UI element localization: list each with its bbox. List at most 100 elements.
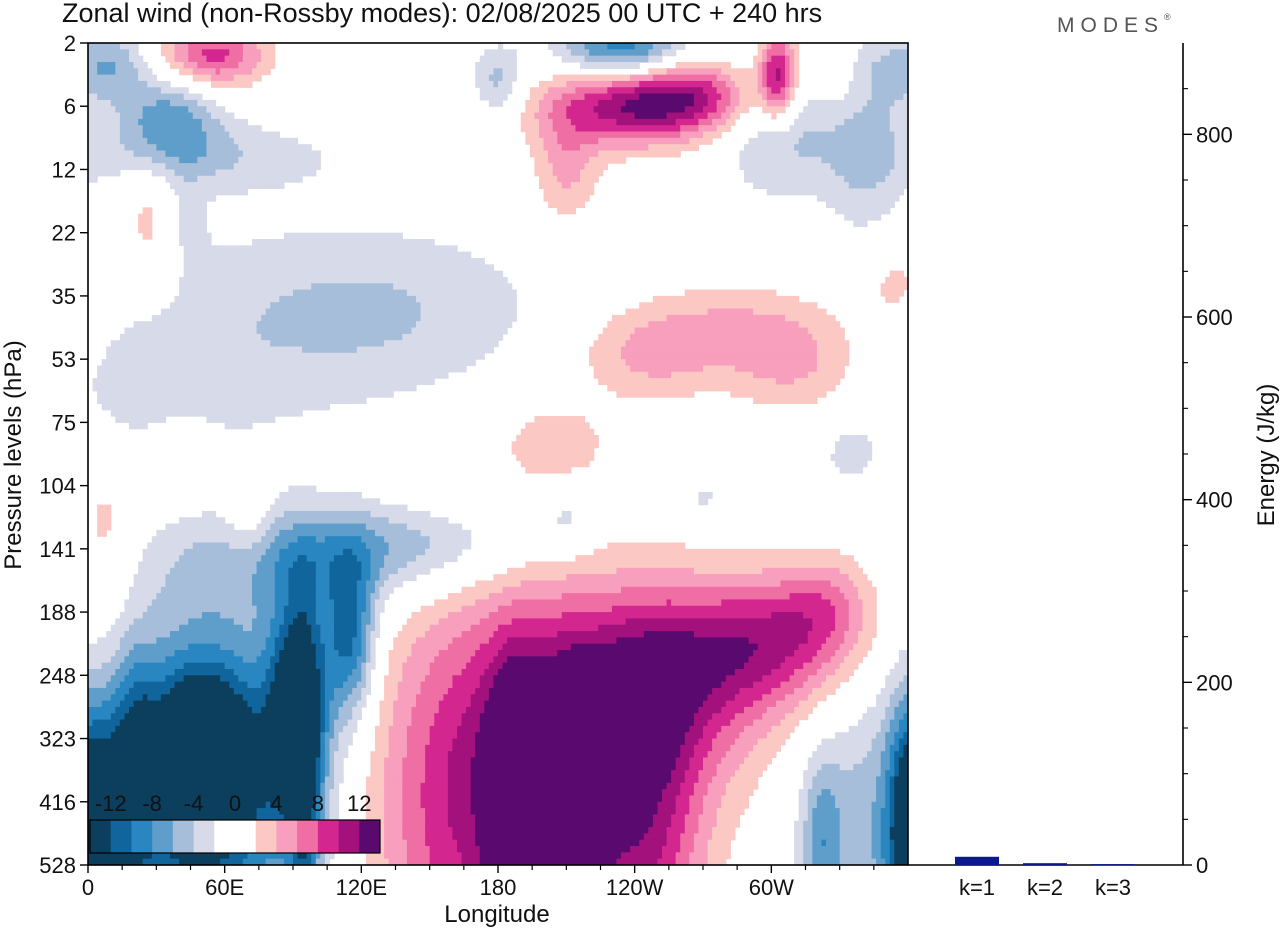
wind-field-cell [862,618,877,626]
wind-field-cell [830,631,845,638]
wind-field-cell [288,593,317,601]
wind-field-cell [315,567,331,575]
wind-field-cell [197,175,303,183]
wind-field-cell [771,87,782,95]
wind-field-cell [539,125,554,133]
wind-field-cell [133,662,185,670]
wind-field-cell [411,719,435,727]
colorbar-swatch [90,820,112,853]
wind-field-cell [425,770,449,778]
wind-field-cell [297,536,317,544]
wind-field-cell [839,814,873,822]
wind-field-cell [138,213,153,221]
wind-field-cell [402,624,431,632]
wind-field-cell [361,567,372,575]
wind-field-cell [475,599,513,607]
wind-field-cell [794,118,845,126]
wind-field-cell [124,599,153,607]
wind-field-cell [703,795,722,803]
wind-field-cell [821,593,845,601]
wind-field-cell [675,61,731,69]
wind-field-cell [552,169,581,177]
wind-field-cell [807,757,864,765]
wind-field-cell [233,163,321,171]
wind-field-cell [174,668,235,676]
wind-field-cell [470,700,485,708]
wind-field-cell [885,713,895,721]
wind-field-cell [470,770,672,778]
wind-field-cell [347,719,358,727]
wind-field-cell [461,719,481,727]
wind-field-cell [206,55,226,63]
wind-field-cell [388,548,426,556]
wind-field-cell [529,150,549,158]
wind-field-cell [88,713,112,721]
wind-field-cell [370,510,431,518]
wind-field-cell [698,820,718,828]
wind-field-cell [101,403,331,411]
wind-field-cell [429,662,467,670]
wind-field-cell [903,732,908,740]
y-tick-label: 35 [52,284,76,309]
wind-field-cell [739,732,768,740]
wind-field-cell [320,713,326,721]
wind-field-cell [293,618,308,626]
wind-field-cell [420,795,449,803]
wind-field-cell [712,80,727,88]
wind-field-cell [803,833,813,841]
wind-field-cell [334,612,358,619]
wind-field-cell [698,814,718,822]
wind-field-cell [370,637,376,645]
wind-field-cell [894,846,908,853]
wind-field-cell [265,675,276,683]
wind-field-cell [548,201,586,208]
wind-field-cell [315,814,321,822]
wind-field-cell [365,542,390,550]
wind-field-cell [662,795,677,803]
wind-field-cell [88,757,317,765]
wind-field-cell [803,852,813,860]
wind-field-cell [885,675,905,683]
wind-field-cell [885,706,895,714]
wind-field-cell [461,668,485,676]
wind-field-cell [557,175,581,183]
wind-field-cell [452,637,490,645]
wind-field-cell [479,675,495,683]
wind-field-cell [703,801,722,809]
wind-field-cell [88,80,148,88]
wind-field-cell [894,751,905,759]
wind-field-cell [625,308,709,316]
wind-field-cell [329,719,335,727]
wind-field-cell [862,713,886,721]
wind-field-cell [780,87,786,95]
wind-field-cell [160,87,189,95]
wind-field-cell [334,782,340,790]
wind-field-cell [124,144,157,152]
wind-field-cell [133,580,167,588]
wind-field-cell [630,74,654,82]
wind-field-cell [584,163,608,171]
wind-field-cell [803,770,818,778]
wind-field-cell [265,510,285,518]
wind-field-cell [242,858,267,865]
wind-field-cell [616,858,659,865]
wind-field-cell [129,706,253,714]
wind-field-cell [183,264,495,272]
wind-field-cell [315,662,326,670]
wind-field-cell [242,656,258,664]
wind-field-cell [283,858,294,865]
wind-field-cell [279,491,362,499]
wind-field-cell [821,789,832,797]
wind-field-cell [894,795,908,803]
wind-field-cell [771,725,795,733]
wind-field-cell [557,207,577,215]
wind-field-cell [201,125,226,133]
wind-field-cell [334,719,349,727]
wind-field-cell [165,675,185,683]
wind-field-cell [324,725,331,733]
wind-field-cell [880,757,891,765]
wind-field-cell [315,574,331,582]
wind-field-cell [106,631,126,638]
wind-field-cell [206,137,235,145]
wind-field-cell [397,567,431,575]
